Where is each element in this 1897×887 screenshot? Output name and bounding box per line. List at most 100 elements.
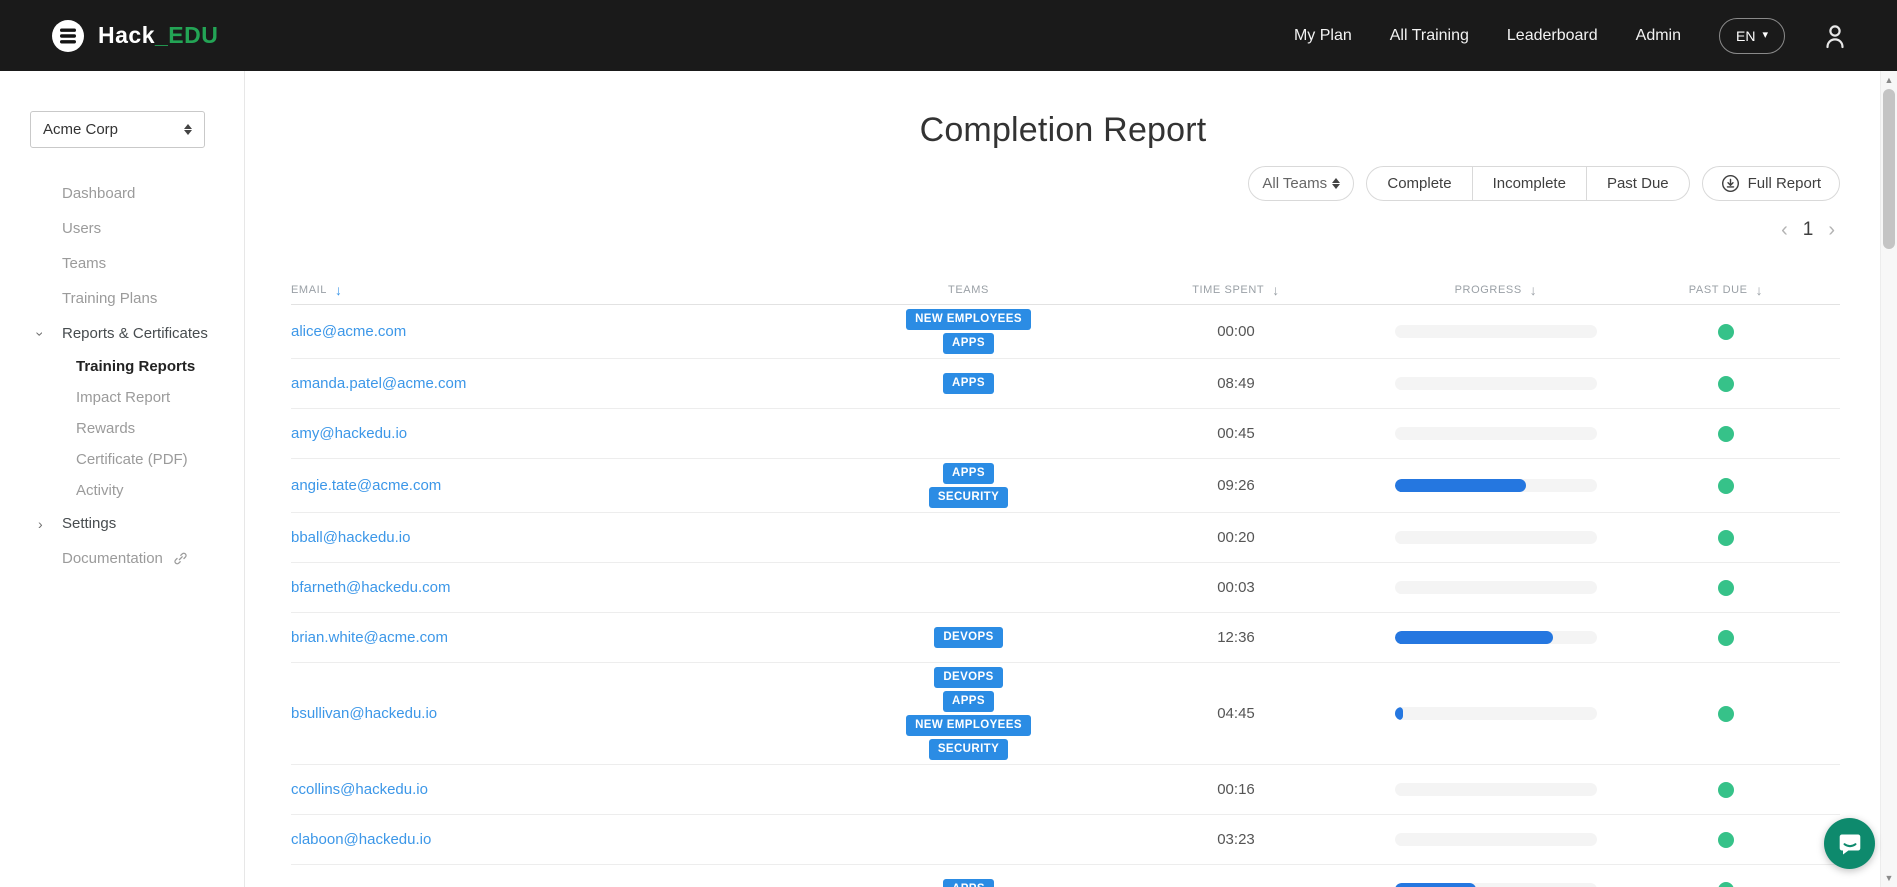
sidebar-item-teams[interactable]: Teams: [0, 246, 244, 281]
email-link[interactable]: angie.tate@acme.com: [291, 476, 442, 494]
sidebar-item-training-plans[interactable]: Training Plans: [0, 281, 244, 316]
sidebar-item-dashboard[interactable]: Dashboard: [0, 176, 244, 211]
past-due-status-dot: [1718, 323, 1734, 340]
progress-bar-track: [1395, 377, 1597, 390]
brand-name-white: Hack: [98, 22, 155, 48]
progress-bar-fill: [1395, 631, 1553, 644]
user-profile-icon[interactable]: [1823, 23, 1847, 49]
progress-cell: [1381, 479, 1611, 492]
column-header-label: PAST DUE: [1688, 283, 1748, 296]
past-due-status-dot: [1718, 629, 1734, 646]
pagination-next[interactable]: ›: [1828, 219, 1835, 241]
chevron-down-icon: ▾: [1762, 29, 1768, 41]
sort-arrow-icon[interactable]: ↓: [1755, 281, 1764, 298]
email-link[interactable]: ccollins@hackedu.io: [291, 780, 428, 798]
team-badge-apps: APPS: [943, 333, 994, 354]
sidebar-subitem-rewards[interactable]: Rewards: [76, 420, 136, 437]
table-row: alice@acme.com NEW EMPLOYEES APPS 00:00: [291, 305, 1840, 359]
table-row: angie.tate@acme.com APPS SECURITY 09:26: [291, 459, 1840, 513]
time-spent-value: 00:00: [1217, 323, 1255, 340]
sidebar-item-label: Training Plans: [62, 290, 158, 307]
progress-cell: [1381, 427, 1611, 440]
email-link[interactable]: bfarneth@hackedu.com: [291, 578, 451, 596]
nav-link-admin[interactable]: Admin: [1635, 26, 1682, 44]
past-due-cell: [1611, 579, 1841, 596]
progress-bar-track: [1395, 427, 1597, 440]
team-filter-value: All Teams: [1262, 174, 1328, 192]
vertical-scrollbar[interactable]: ▲ ▼: [1880, 71, 1897, 887]
past-due-status-dot: [1718, 781, 1734, 798]
pagination-page[interactable]: 1: [1802, 219, 1814, 240]
full-report-button[interactable]: Full Report: [1701, 165, 1840, 201]
select-updown-icon: [184, 124, 192, 135]
pagination-prev[interactable]: ‹: [1781, 219, 1788, 241]
sort-arrow-icon[interactable]: ↓: [1272, 281, 1280, 298]
sidebar-subitem-training-reports[interactable]: Training Reports: [76, 358, 196, 375]
email-link[interactable]: bsullivan@hackedu.io: [291, 704, 438, 722]
sidebar-item-reports-certificates[interactable]: › Reports & Certificates: [0, 316, 244, 351]
column-header-time-spent[interactable]: TIME SPENT ↓: [1091, 282, 1381, 298]
sidebar-item-users[interactable]: Users: [0, 211, 244, 246]
team-badge-security: SECURITY: [928, 487, 1009, 508]
filter-button-incomplete[interactable]: Incomplete: [1472, 165, 1587, 201]
progress-bar-track: [1395, 783, 1597, 796]
past-due-cell: [1611, 425, 1841, 442]
time-spent-value: 00:20: [1217, 529, 1255, 546]
brand-name: Hack_EDU: [98, 22, 218, 49]
language-selector[interactable]: EN ▾: [1719, 17, 1785, 54]
column-header-past-due[interactable]: PAST DUE ↓: [1611, 282, 1841, 298]
email-link[interactable]: amanda.patel@acme.com: [291, 374, 467, 392]
scrollbar-up-arrow-icon[interactable]: ▲: [1884, 75, 1894, 85]
past-due-status-dot: [1718, 705, 1734, 722]
top-navbar: Hack_EDU My Plan All Training Leaderboard A…: [0, 0, 1897, 71]
column-header-progress[interactable]: PROGRESS ↓: [1381, 282, 1611, 298]
email-cell: claboon@hackedu.io: [291, 831, 846, 849]
scrollbar-down-arrow-icon[interactable]: ▼: [1884, 873, 1894, 883]
filter-button-past-due[interactable]: Past Due: [1586, 165, 1690, 201]
nav-link-leaderboard[interactable]: Leaderboard: [1506, 26, 1598, 44]
team-filter-select[interactable]: All Teams: [1248, 165, 1355, 201]
sidebar-subitem-impact-report[interactable]: Impact Report: [76, 389, 171, 406]
past-due-cell: [1611, 477, 1841, 494]
sidebar-nav: Dashboard Users Teams Training Plans › Report…: [0, 176, 244, 576]
filter-button-complete[interactable]: Complete: [1366, 165, 1473, 201]
chevron-right-icon: ›: [38, 515, 43, 532]
email-link[interactable]: claboon@hackedu.io: [291, 830, 432, 848]
email-cell: angie.tate@acme.com: [291, 477, 846, 495]
column-header-email[interactable]: EMAIL ↓: [291, 282, 846, 298]
table-row: amy@hackedu.io 00:45: [291, 409, 1840, 459]
progress-bar-track: [1395, 707, 1597, 720]
nav-link-my-plan[interactable]: My Plan: [1293, 26, 1352, 44]
organization-select[interactable]: Acme Corp: [30, 111, 205, 148]
chat-widget-button[interactable]: [1824, 818, 1875, 869]
sort-arrow-icon[interactable]: ↓: [1529, 281, 1538, 298]
time-spent-value: 08:49: [1217, 375, 1255, 392]
brand-logo[interactable]: Hack_EDU: [50, 18, 218, 54]
progress-cell: [1381, 783, 1611, 796]
scrollbar-thumb[interactable]: [1883, 89, 1895, 249]
table-body: alice@acme.com NEW EMPLOYEES APPS 00:00 aman…: [291, 305, 1840, 887]
email-cell: ccollins@hackedu.io: [291, 781, 846, 799]
page-title: Completion Report: [919, 111, 1207, 149]
email-cell: amanda.patel@acme.com: [291, 375, 846, 393]
sidebar-subitem-activity[interactable]: Activity: [76, 482, 124, 499]
email-link[interactable]: amy@hackedu.io: [291, 424, 408, 442]
progress-bar-fill: [1395, 707, 1404, 720]
sidebar-item-documentation[interactable]: Documentation: [0, 541, 244, 576]
table-row: bfarneth@hackedu.com 00:03: [291, 563, 1840, 613]
column-header-teams[interactable]: TEAMS: [846, 284, 1091, 296]
email-link[interactable]: alice@acme.com: [291, 322, 407, 340]
email-link[interactable]: brian.white@acme.com: [291, 628, 448, 646]
team-badge-new-employees: NEW EMPLOYEES: [906, 309, 1031, 330]
sidebar-item-label: Documentation: [62, 550, 163, 567]
sidebar-subitem-certificate-pdf[interactable]: Certificate (PDF): [76, 451, 188, 468]
sort-arrow-icon[interactable]: ↓: [335, 281, 343, 298]
sidebar-item-settings[interactable]: › Settings: [0, 506, 244, 541]
nav-link-all-training[interactable]: All Training: [1389, 26, 1469, 44]
past-due-cell: [1611, 781, 1841, 798]
sidebar-item-label: Dashboard: [62, 185, 136, 202]
time-spent-value: 00:16: [1217, 781, 1255, 798]
filter-row: All Teams Complete Incomplete Past Due Ful…: [291, 165, 1840, 201]
email-link[interactable]: bball@hackedu.io: [291, 528, 411, 546]
teams-cell: APPS SECURITY: [846, 463, 1091, 508]
